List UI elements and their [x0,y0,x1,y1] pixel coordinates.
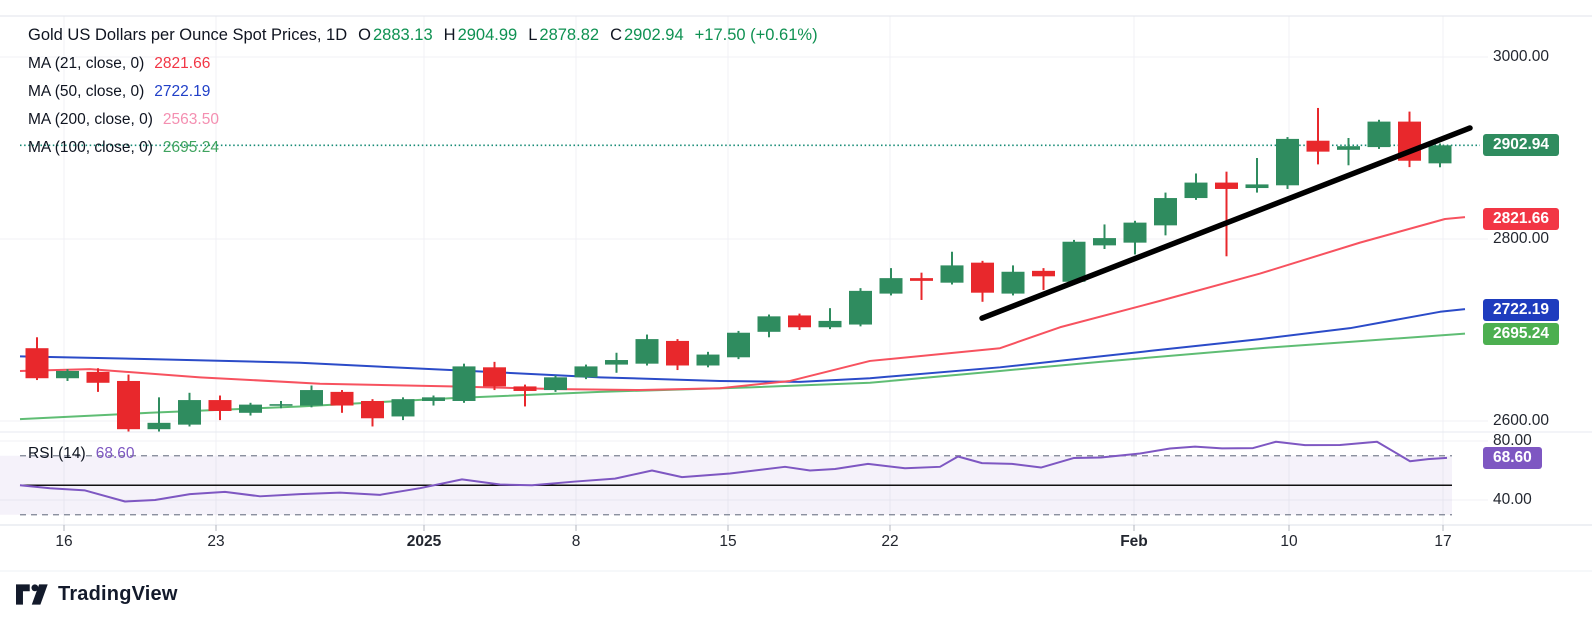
rsi-label: RSI (14) [28,445,86,462]
tradingview-brand-text: TradingView [58,583,178,605]
tradingview-logo-link[interactable]: TradingView [16,583,178,606]
tradingview-logo-icon [16,584,48,605]
rsi-value: 68.60 [95,445,135,462]
indicator-legend-rsi[interactable]: RSI (14) 68.60 [28,445,135,463]
